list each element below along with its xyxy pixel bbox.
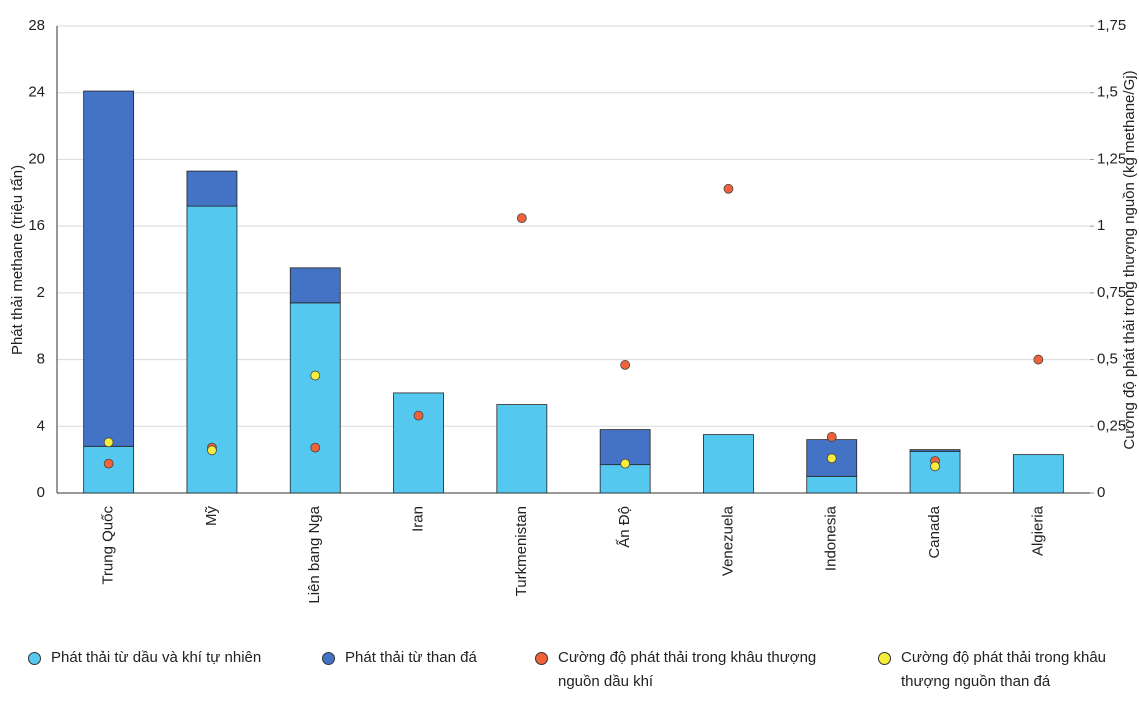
bar-segment xyxy=(1012,454,1064,494)
x-tick-label: Turkmenistan xyxy=(513,506,530,596)
y2-tick-label: 0,75 xyxy=(1097,284,1126,301)
legend-marker xyxy=(878,652,891,665)
point xyxy=(413,410,424,421)
y-tick-label: 2 xyxy=(37,284,45,301)
point xyxy=(310,442,321,453)
bar-segment xyxy=(83,90,135,447)
y-tick-label: 24 xyxy=(28,84,45,101)
x-tick-label: Mỹ xyxy=(203,506,220,526)
point xyxy=(826,432,837,442)
point xyxy=(103,437,114,448)
y2-tick-label: 1 xyxy=(1097,217,1105,234)
bar-segment xyxy=(289,302,341,494)
y-tick-label: 4 xyxy=(37,417,45,434)
legend-item: Cường độ phát thải trong khâu thượng ngu… xyxy=(535,646,835,694)
legend-label: Cường độ phát thải trong khâu thượng ngu… xyxy=(901,649,1107,690)
legend-item: Phát thải từ than đá xyxy=(322,646,512,670)
y-tick-label: 0 xyxy=(37,484,45,501)
y-tick-label: 16 xyxy=(28,217,45,234)
bar-segment xyxy=(186,170,238,207)
x-tick-label: Ấn Độ xyxy=(616,506,633,548)
bar-segment xyxy=(599,464,651,494)
legend-label: Phát thải từ than đá xyxy=(345,649,477,666)
y2-tick-label: 0,25 xyxy=(1097,417,1126,434)
point xyxy=(826,453,837,464)
point xyxy=(930,461,940,472)
point xyxy=(310,370,321,381)
legend-marker xyxy=(322,652,335,665)
chart: Phát thải methane (triệu tấn) Cường độ p… xyxy=(9,17,1138,604)
y-axis-title: Phát thải methane (triệu tấn) xyxy=(9,165,26,355)
x-tick-label: Iran xyxy=(410,506,427,532)
x-tick-label: Liên bang Nga xyxy=(306,505,323,603)
bar-segment xyxy=(909,449,961,452)
x-tick-label: Indonesia xyxy=(823,505,840,571)
y2-tick-label: 0,5 xyxy=(1097,351,1118,368)
legend-item: Cường độ phát thải trong khâu thượng ngu… xyxy=(878,646,1128,694)
y2-axis-title: Cường độ phát thải trong thượng nguồn (k… xyxy=(1121,70,1138,449)
bar-segment xyxy=(703,434,754,494)
y2-tick-label: 1,75 xyxy=(1097,17,1126,34)
point xyxy=(620,360,631,370)
bar-segment xyxy=(806,475,858,494)
point xyxy=(103,458,114,469)
y-tick-label: 28 xyxy=(28,17,45,34)
point xyxy=(723,183,734,194)
bar-segment xyxy=(83,445,135,494)
y2-tick-label: 1,5 xyxy=(1097,84,1118,101)
x-tick-label: Algieria xyxy=(1029,505,1046,556)
x-tick-label: Venezuela xyxy=(719,505,736,576)
point xyxy=(207,445,217,456)
legend-label: Phát thải từ dầu và khí tự nhiên xyxy=(51,649,262,666)
point xyxy=(1033,354,1044,365)
x-tick-label: Canada xyxy=(926,505,943,558)
point xyxy=(516,213,527,224)
legend-marker xyxy=(28,652,41,665)
bar-segment xyxy=(496,404,548,494)
legend-marker xyxy=(535,652,548,665)
bar-segment xyxy=(289,267,341,304)
point xyxy=(620,458,631,469)
y2-tick-label: 1,25 xyxy=(1097,150,1126,167)
legend-item: Phát thải từ dầu và khí tự nhiên xyxy=(28,646,288,670)
x-tick-label: Trung Quốc xyxy=(100,506,117,585)
y-tick-label: 20 xyxy=(28,150,45,167)
bar-segment xyxy=(393,392,444,494)
y2-tick-label: 0 xyxy=(1097,484,1105,501)
legend-label: Cường độ phát thải trong khâu thượng ngu… xyxy=(558,649,817,690)
y-tick-label: 8 xyxy=(37,351,45,368)
